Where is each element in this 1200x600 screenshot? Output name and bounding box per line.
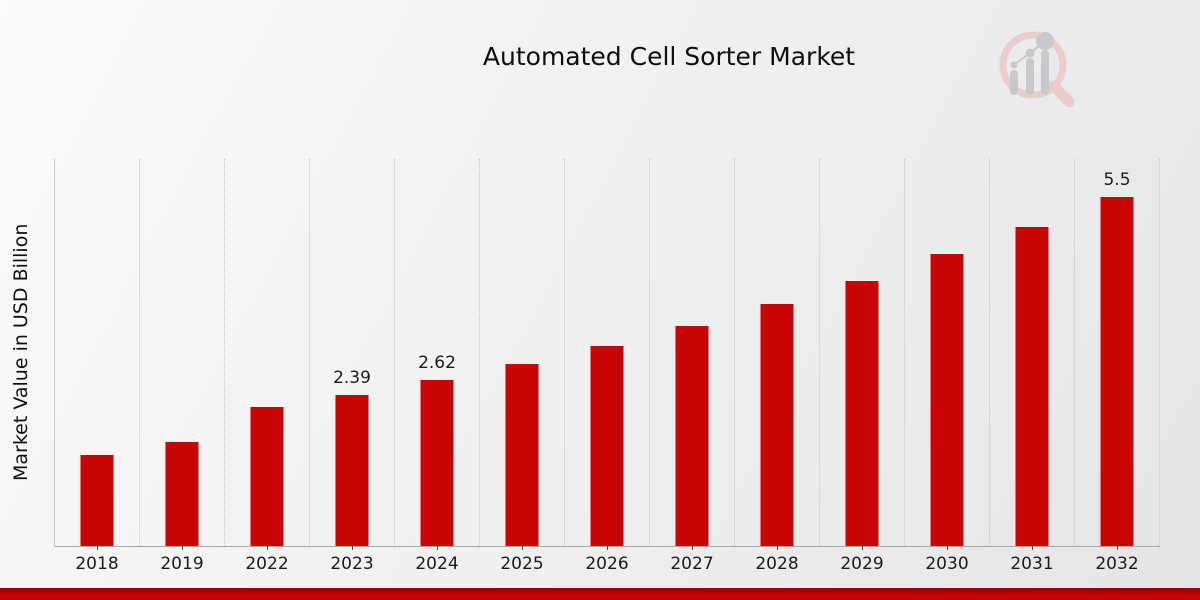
- x-tick-label-2029: 2029: [840, 554, 884, 574]
- x-tick-label-2032: 2032: [1095, 554, 1139, 574]
- x-tick-label-2027: 2027: [670, 554, 714, 574]
- x-axis-tick: [267, 546, 268, 550]
- x-tick-label-2019: 2019: [160, 554, 204, 574]
- bar-2027: [674, 325, 710, 546]
- x-tick-label-2030: 2030: [925, 554, 969, 574]
- bar-group-2029: 2029: [820, 159, 905, 574]
- bar-2032: [1099, 196, 1135, 546]
- x-axis-tick: [777, 546, 778, 550]
- x-axis-tick: [352, 546, 353, 550]
- x-axis-tick: [1032, 546, 1033, 550]
- bar-group-2027: 2027: [650, 159, 735, 574]
- bar-group-2026: 2026: [565, 159, 650, 574]
- x-axis-tick: [97, 546, 98, 550]
- x-axis-tick: [182, 546, 183, 550]
- x-axis-tick: [522, 546, 523, 550]
- x-tick-label-2018: 2018: [75, 554, 119, 574]
- bar-2030: [929, 253, 965, 546]
- bar-value-label-2032: 5.5: [1103, 170, 1131, 190]
- bar-2023: [334, 394, 370, 546]
- footer-accent-band: [0, 588, 1200, 600]
- bar-2024: [419, 379, 455, 546]
- bar-group-2019: 2019: [140, 159, 225, 574]
- x-tick-label-2022: 2022: [245, 554, 289, 574]
- bar-group-2025: 2025: [480, 159, 565, 574]
- bar-group-2032: 5.5 2032: [1075, 159, 1160, 574]
- x-axis-tick: [437, 546, 438, 550]
- bar-group-2024: 2.62 2024: [395, 159, 480, 574]
- x-tick-label-2024: 2024: [415, 554, 459, 574]
- x-axis-tick: [1117, 546, 1118, 550]
- bar-2026: [589, 345, 625, 546]
- chart-title: Automated Cell Sorter Market: [482, 42, 856, 71]
- bar-2018: [79, 454, 115, 546]
- x-tick-label-2031: 2031: [1010, 554, 1054, 574]
- x-tick-label-2028: 2028: [755, 554, 799, 574]
- x-tick-label-2023: 2023: [330, 554, 374, 574]
- x-axis-tick: [862, 546, 863, 550]
- y-axis-label: Market Value in USD Billion: [10, 223, 32, 482]
- x-axis-tick: [692, 546, 693, 550]
- bar-2025: [504, 363, 540, 546]
- bar-value-label-2024: 2.62: [418, 353, 456, 373]
- x-axis-tick: [947, 546, 948, 550]
- bar-group-2022: 2022: [225, 159, 310, 574]
- x-tick-label-2026: 2026: [585, 554, 629, 574]
- bar-group-2023: 2.39 2023: [310, 159, 395, 574]
- bar-group-2031: 2031: [990, 159, 1075, 574]
- bar-2019: [164, 441, 200, 546]
- bar-2022: [249, 406, 285, 546]
- bar-value-label-2023: 2.39: [333, 368, 371, 388]
- bar-2029: [844, 280, 880, 546]
- bar-group-2018: 2018: [55, 159, 140, 574]
- magnifier-bar-chart-watermark-icon: [999, 31, 1075, 108]
- bar-group-2028: 2028: [735, 159, 820, 574]
- x-tick-label-2025: 2025: [500, 554, 544, 574]
- bar-2031: [1014, 226, 1050, 546]
- x-axis-tick: [607, 546, 608, 550]
- bar-group-2030: 2030: [905, 159, 990, 574]
- plot-area: 2018 2019 2022 2.39 2023 2.62 2024 2025 2026 2027…: [54, 159, 1160, 574]
- bar-2028: [759, 303, 795, 546]
